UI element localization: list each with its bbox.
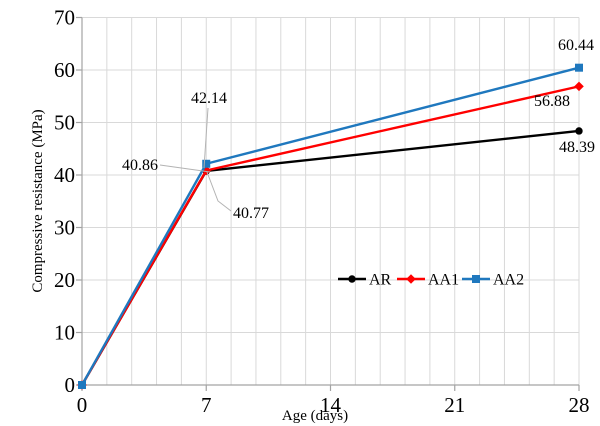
x-tick-label-14: 14 bbox=[320, 393, 342, 417]
x-axis-title: Age (days) bbox=[282, 408, 348, 424]
label-ar-day7-leader bbox=[206, 171, 232, 212]
legend-item-aa1: AA1 bbox=[397, 272, 459, 289]
label-aa2-day28: 60.44 bbox=[558, 37, 594, 54]
point-aa2-day7 bbox=[202, 159, 211, 168]
label-aa2-day7: 42.14 bbox=[191, 90, 227, 107]
y-tick-label-70: 70 bbox=[54, 6, 75, 30]
legend-marker-ar bbox=[348, 275, 356, 283]
y-tick-label-60: 60 bbox=[54, 58, 75, 82]
point-ar-day28 bbox=[575, 127, 583, 135]
y-tick-label-10: 10 bbox=[54, 321, 75, 345]
legend-marker-aa2 bbox=[472, 275, 480, 283]
y-tick-label-0: 0 bbox=[65, 373, 76, 397]
y-tick-label-20: 20 bbox=[54, 268, 75, 292]
legend-label-aa1: AA1 bbox=[428, 272, 459, 289]
point-aa2-day0 bbox=[78, 381, 86, 389]
y-axis-title: Compressive resistance (MPa) bbox=[30, 109, 46, 292]
x-tick-label-7: 7 bbox=[201, 393, 212, 417]
point-aa2-day28 bbox=[575, 63, 583, 72]
x-tick-label-28: 28 bbox=[569, 393, 590, 417]
label-ar-day28: 48.39 bbox=[559, 139, 595, 156]
label-aa1-day7: 40.86 bbox=[122, 157, 158, 174]
label-aa2-day7-leader bbox=[203, 107, 209, 169]
label-aa1-day28: 56.88 bbox=[534, 93, 570, 110]
legend-label-aa2: AA2 bbox=[493, 272, 524, 289]
label-aa1-day7-leader bbox=[159, 164, 211, 173]
y-tick-label-40: 40 bbox=[54, 163, 75, 187]
legend: AR AA1 AA2 bbox=[338, 272, 524, 289]
y-tick-label-30: 30 bbox=[54, 216, 75, 240]
x-tick-label-21: 21 bbox=[444, 393, 465, 417]
x-tick-label-0: 0 bbox=[77, 393, 88, 417]
legend-label-ar: AR bbox=[369, 272, 392, 289]
label-ar-day7: 40.77 bbox=[233, 205, 269, 222]
y-tick-label-50: 50 bbox=[54, 111, 75, 135]
legend-item-ar: AR bbox=[338, 272, 392, 289]
point-aa1-day28 bbox=[574, 81, 584, 92]
legend-item-aa2: AA2 bbox=[462, 272, 524, 289]
legend-marker-aa1 bbox=[406, 274, 416, 284]
